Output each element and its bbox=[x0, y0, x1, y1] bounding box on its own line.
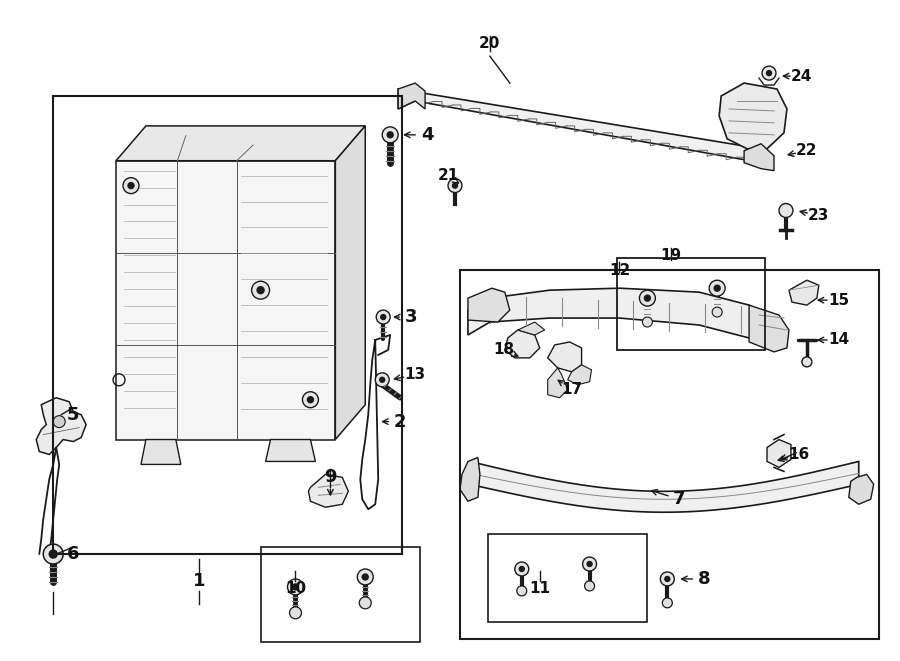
Text: 6: 6 bbox=[67, 545, 79, 563]
Polygon shape bbox=[749, 305, 789, 352]
Polygon shape bbox=[719, 83, 787, 149]
Bar bbox=[617, 258, 765, 350]
Text: 12: 12 bbox=[609, 263, 630, 278]
Circle shape bbox=[382, 127, 398, 143]
Circle shape bbox=[517, 586, 526, 596]
Text: 3: 3 bbox=[405, 308, 418, 326]
Circle shape bbox=[639, 290, 655, 306]
Circle shape bbox=[767, 71, 771, 75]
Polygon shape bbox=[398, 83, 425, 109]
Text: 17: 17 bbox=[561, 382, 582, 397]
Polygon shape bbox=[548, 342, 581, 372]
Circle shape bbox=[644, 295, 651, 301]
Circle shape bbox=[257, 287, 264, 293]
Circle shape bbox=[128, 182, 134, 188]
Polygon shape bbox=[518, 322, 544, 335]
Text: 13: 13 bbox=[404, 368, 426, 382]
Circle shape bbox=[292, 584, 299, 590]
Text: 23: 23 bbox=[808, 208, 830, 223]
Text: 16: 16 bbox=[788, 447, 809, 462]
Circle shape bbox=[376, 310, 391, 324]
Polygon shape bbox=[767, 440, 791, 467]
Circle shape bbox=[308, 397, 313, 403]
Polygon shape bbox=[789, 280, 819, 305]
Circle shape bbox=[381, 315, 386, 319]
Circle shape bbox=[453, 183, 457, 188]
Circle shape bbox=[709, 280, 725, 296]
Text: 18: 18 bbox=[493, 342, 515, 358]
Polygon shape bbox=[548, 368, 568, 398]
Polygon shape bbox=[568, 365, 591, 385]
Circle shape bbox=[302, 392, 319, 408]
Circle shape bbox=[359, 597, 371, 609]
Circle shape bbox=[287, 579, 303, 595]
Circle shape bbox=[375, 373, 389, 387]
Polygon shape bbox=[116, 161, 336, 440]
Circle shape bbox=[363, 574, 368, 580]
Circle shape bbox=[50, 550, 58, 558]
Circle shape bbox=[290, 607, 302, 619]
Polygon shape bbox=[505, 330, 540, 358]
Circle shape bbox=[387, 132, 393, 137]
Text: 8: 8 bbox=[698, 570, 710, 588]
Text: 10: 10 bbox=[285, 582, 306, 596]
Polygon shape bbox=[460, 457, 480, 501]
Circle shape bbox=[515, 562, 529, 576]
Text: 7: 7 bbox=[673, 490, 686, 508]
Circle shape bbox=[53, 416, 65, 428]
Text: 19: 19 bbox=[661, 248, 682, 263]
Circle shape bbox=[582, 557, 597, 571]
Circle shape bbox=[662, 598, 672, 608]
Circle shape bbox=[665, 576, 670, 582]
Circle shape bbox=[587, 562, 592, 566]
Polygon shape bbox=[266, 440, 315, 461]
Text: 20: 20 bbox=[479, 36, 500, 51]
Circle shape bbox=[357, 569, 374, 585]
Circle shape bbox=[779, 204, 793, 217]
Polygon shape bbox=[36, 398, 86, 455]
Text: 5: 5 bbox=[67, 406, 79, 424]
Polygon shape bbox=[744, 144, 774, 171]
Text: 15: 15 bbox=[828, 293, 850, 307]
Text: 4: 4 bbox=[421, 126, 433, 144]
Text: 2: 2 bbox=[394, 412, 407, 430]
Circle shape bbox=[585, 581, 595, 591]
Bar bbox=[53, 96, 402, 554]
Circle shape bbox=[43, 544, 63, 564]
Circle shape bbox=[519, 566, 525, 572]
Circle shape bbox=[252, 281, 270, 299]
Polygon shape bbox=[116, 126, 365, 161]
Circle shape bbox=[123, 178, 139, 194]
Circle shape bbox=[448, 178, 462, 192]
Polygon shape bbox=[468, 288, 509, 322]
Circle shape bbox=[762, 66, 776, 80]
Polygon shape bbox=[849, 475, 874, 504]
Polygon shape bbox=[309, 475, 348, 507]
Text: 1: 1 bbox=[193, 572, 205, 590]
Text: 24: 24 bbox=[791, 69, 813, 83]
Text: 22: 22 bbox=[796, 143, 817, 158]
Bar bbox=[261, 547, 420, 642]
Circle shape bbox=[380, 377, 384, 382]
Circle shape bbox=[643, 317, 652, 327]
Polygon shape bbox=[470, 461, 859, 512]
Polygon shape bbox=[398, 89, 761, 163]
Circle shape bbox=[802, 357, 812, 367]
Text: 11: 11 bbox=[529, 582, 550, 596]
Circle shape bbox=[715, 285, 720, 291]
Polygon shape bbox=[468, 288, 779, 342]
Polygon shape bbox=[336, 126, 365, 440]
Text: 9: 9 bbox=[324, 469, 337, 486]
Text: 21: 21 bbox=[437, 168, 459, 183]
Bar bbox=[488, 534, 647, 622]
Polygon shape bbox=[141, 440, 181, 465]
Circle shape bbox=[661, 572, 674, 586]
Text: 14: 14 bbox=[828, 332, 850, 348]
Circle shape bbox=[712, 307, 722, 317]
Bar bbox=[460, 270, 878, 639]
